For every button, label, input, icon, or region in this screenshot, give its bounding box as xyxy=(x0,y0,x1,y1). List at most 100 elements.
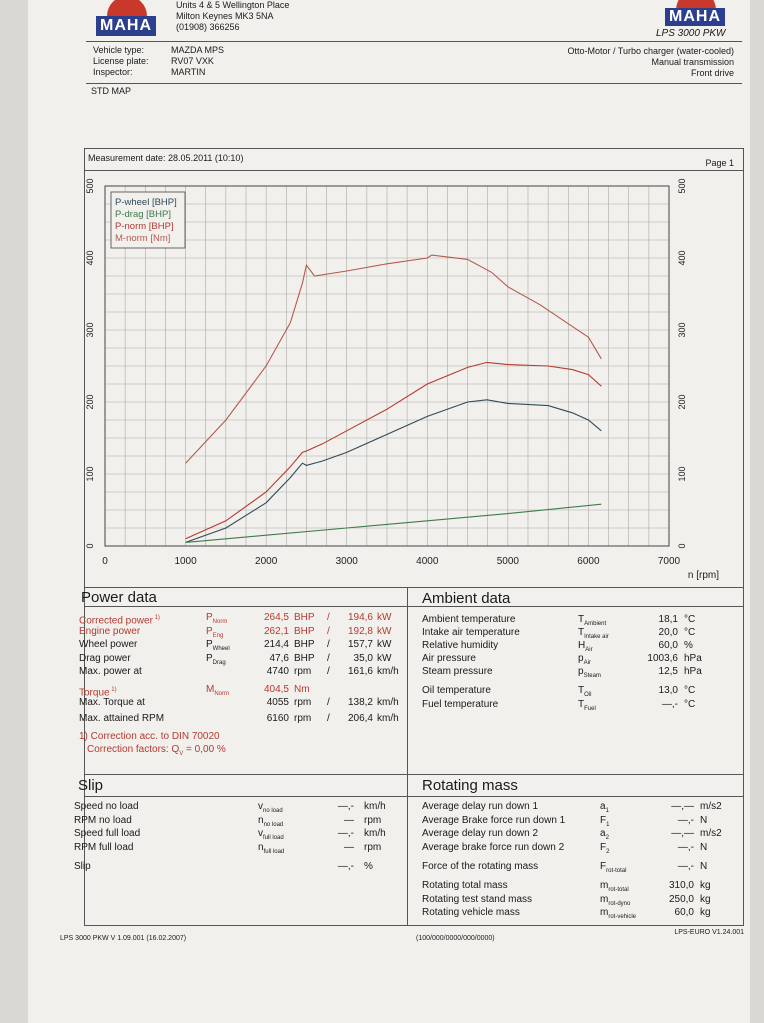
power-row-unit: BHP xyxy=(294,639,315,650)
table-row: 1) Correction acc. to DIN 70020 xyxy=(79,731,409,744)
rotating-mass-row-value: —,- xyxy=(677,814,694,826)
dyno-report-sheet: MAHA Units 4 & 5 Wellington Place Milton… xyxy=(28,0,750,1023)
product-name: LPS 3000 PKW xyxy=(656,28,726,39)
slip-row-value: —,- xyxy=(337,801,354,812)
footer-version-right: LPS-EURO V1.24.001 xyxy=(674,929,744,936)
ambient-row-unit: % xyxy=(684,640,693,651)
max-rpm-speed: 206,4 xyxy=(347,713,373,724)
separator: / xyxy=(327,652,330,664)
ambient-row-label: Air pressure xyxy=(422,653,476,664)
slip-row-unit: % xyxy=(364,861,373,872)
power-row-unit-2: kW xyxy=(377,639,392,650)
vehicle-type: MAZDA MPS xyxy=(171,45,225,55)
slip-row-symbol: nfull load xyxy=(258,841,285,855)
slip-title: Slip xyxy=(78,777,104,794)
table-row: Engine power PEng 262,1 BHP / 192,8 kW xyxy=(79,626,409,639)
power-row-value: 262,1 xyxy=(263,625,289,637)
ambient-row-unit: °C xyxy=(684,627,696,638)
table-row: Fuel temperature TFuel —,- °C xyxy=(422,699,732,712)
rotating-mass-row-label: Force of the rotating mass xyxy=(422,861,539,872)
power-row-unit-2: kW xyxy=(377,612,392,623)
separator: / xyxy=(327,612,330,623)
slip-row-value: — xyxy=(344,841,354,853)
y-tick-label-right: 500 xyxy=(677,178,687,193)
slip-row-label: Slip xyxy=(74,861,91,872)
table-row: Air pressure pAir 1003,6 hPa xyxy=(422,653,732,666)
ambient-row-symbol: pSteam xyxy=(578,666,601,679)
slip-row-unit: rpm xyxy=(364,841,382,853)
legend-entry: P-drag [BHP] xyxy=(115,209,171,220)
x-tick-label: 2000 xyxy=(255,556,278,567)
rotating-mass-row-value: 60,0 xyxy=(674,907,694,918)
ambient-row-symbol: TIntake air xyxy=(578,627,609,640)
series-line-3 xyxy=(185,361,602,540)
table-row: RPM no load nno load — rpm xyxy=(74,815,404,828)
y-tick-label-right: 300 xyxy=(677,322,687,337)
x-tick-label: 7000 xyxy=(658,556,681,567)
max-rpm-speed-unit: km/h xyxy=(377,713,399,724)
power-row-label: Corrected power 1) xyxy=(79,615,160,627)
power-row-label: Max. power at xyxy=(79,666,142,677)
y-tick-label-left: 500 xyxy=(85,178,95,193)
x-axis-label: n [rpm] xyxy=(688,570,719,581)
ambient-row-label: Intake air temperature xyxy=(422,627,520,638)
ambient-data-title: Ambient data xyxy=(422,590,511,607)
ambient-row-unit: °C xyxy=(684,699,696,710)
x-tick-label: 6000 xyxy=(577,556,600,567)
y-tick-label-left: 100 xyxy=(85,466,95,481)
y-tick-label-right: 0 xyxy=(677,543,687,548)
rotating-mass-row-value: 250,0 xyxy=(668,893,694,905)
power-row-unit: rpm xyxy=(294,666,312,677)
y-tick-label-left: 200 xyxy=(85,394,95,409)
ambient-row-symbol: TFuel xyxy=(578,699,596,712)
y-tick-label-right: 100 xyxy=(677,466,687,481)
ambient-row-value: 12,5 xyxy=(658,666,678,677)
rotating-mass-row-label: Rotating vehicle mass xyxy=(422,907,520,918)
power-row-value: 47,6 xyxy=(269,652,289,664)
torque-symbol: MNorm xyxy=(206,683,230,697)
ambient-row-unit: °C xyxy=(684,614,696,625)
table-row: Ambient temperature TAmbient 18,1 °C xyxy=(422,614,732,627)
power-row-symbol: PWheel xyxy=(206,639,230,652)
slip-row-label: RPM no load xyxy=(74,814,132,826)
page-number: Page 1 xyxy=(705,158,734,168)
rotating-mass-row-label: Rotating total mass xyxy=(422,880,508,891)
ambient-row-value: 60,0 xyxy=(658,640,678,651)
power-row-value-2: 157,7 xyxy=(347,639,373,650)
company-address: Units 4 & 5 Wellington Place Milton Keyn… xyxy=(176,0,290,32)
table-row: Average brake force run down 2 F2 —,- N xyxy=(422,842,740,855)
max-torque-rpm-unit: rpm xyxy=(294,697,312,708)
correction-footnote: 1) Correction acc. to DIN 70020 xyxy=(79,731,220,742)
vehicle-info: Vehicle type: MAZDA MPS License plate: RV0… xyxy=(93,45,225,77)
power-row-value-2: 194,6 xyxy=(347,612,373,623)
power-row-value: 264,5 xyxy=(263,612,289,623)
torque-label: Torque 1) xyxy=(79,686,117,698)
power-row-label: Drag power xyxy=(79,652,131,664)
rotating-mass-row-value: —,- xyxy=(677,861,694,872)
x-tick-label: 1000 xyxy=(174,556,197,567)
inspector-name: MARTIN xyxy=(171,67,206,77)
slip-row-label: Speed no load xyxy=(74,801,139,812)
power-row-symbol: PDrag xyxy=(206,652,226,666)
power-row-symbol: PEng xyxy=(206,625,224,639)
measurement-date: Measurement date: 28.05.2011 (10:10) xyxy=(88,153,244,163)
legend-entry: P-norm [BHP] xyxy=(115,221,174,232)
ambient-row-symbol: pAir xyxy=(578,653,591,666)
torque-value: 404,5 xyxy=(263,683,289,695)
table-row: Max. Torque at 4055 rpm / 138,2 km/h xyxy=(79,697,409,710)
legend-entry: P-wheel [BHP] xyxy=(115,197,177,208)
ambient-row-label: Ambient temperature xyxy=(422,614,516,625)
map-note: STD MAP xyxy=(91,86,132,96)
rotating-mass-row-unit: kg xyxy=(700,893,711,905)
power-row-unit-2: kW xyxy=(377,652,392,664)
y-tick-label-left: 400 xyxy=(85,250,95,265)
rotating-mass-row-unit: m/s2 xyxy=(700,828,722,839)
legend-entry: M-norm [Nm] xyxy=(115,233,170,244)
rotating-mass-row-unit: N xyxy=(700,841,708,853)
table-row: Rotating test stand mass mrot-dyno 250,0 kg xyxy=(422,894,740,907)
rotating-mass-row-unit: kg xyxy=(700,907,711,918)
ambient-row-symbol: HAir xyxy=(578,640,593,653)
slip-row-symbol: vno load xyxy=(258,801,283,814)
max-rpm-label: Max. attained RPM xyxy=(79,713,165,724)
correction-factors: Correction factors: QV = 0,00 % xyxy=(87,744,226,757)
